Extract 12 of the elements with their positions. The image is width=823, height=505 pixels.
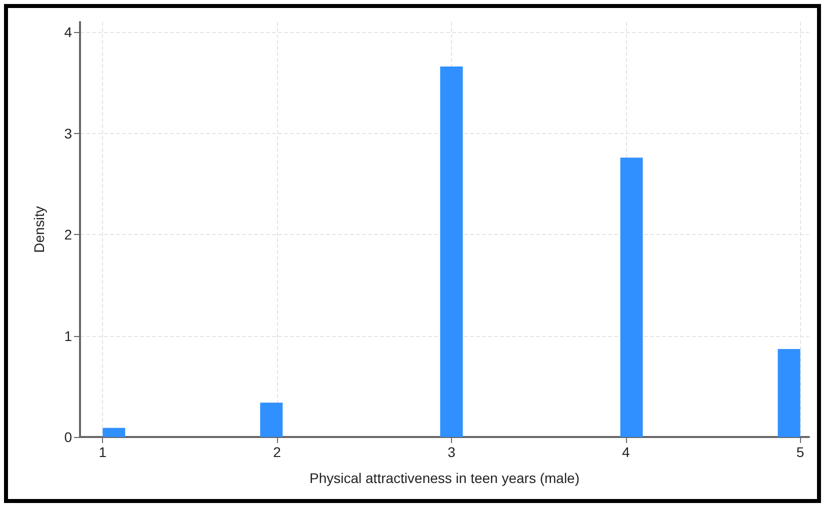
x-tick-label: 1 <box>98 444 107 460</box>
y-tick-label: 0 <box>64 429 72 445</box>
y-tick-label: 1 <box>64 328 72 344</box>
y-tick-label: 3 <box>64 125 72 142</box>
y-tick-label: 4 <box>64 24 72 40</box>
x-tick-label: 4 <box>622 444 630 460</box>
x-tick-label: 5 <box>796 444 804 460</box>
x-axis-title: Physical attractiveness in teen years (male) <box>310 470 580 486</box>
x-tick-label: 2 <box>273 444 282 460</box>
x-tick-label: 3 <box>448 444 456 460</box>
y-axis-title: Density <box>31 206 47 253</box>
y-tick-label: 2 <box>64 226 72 243</box>
